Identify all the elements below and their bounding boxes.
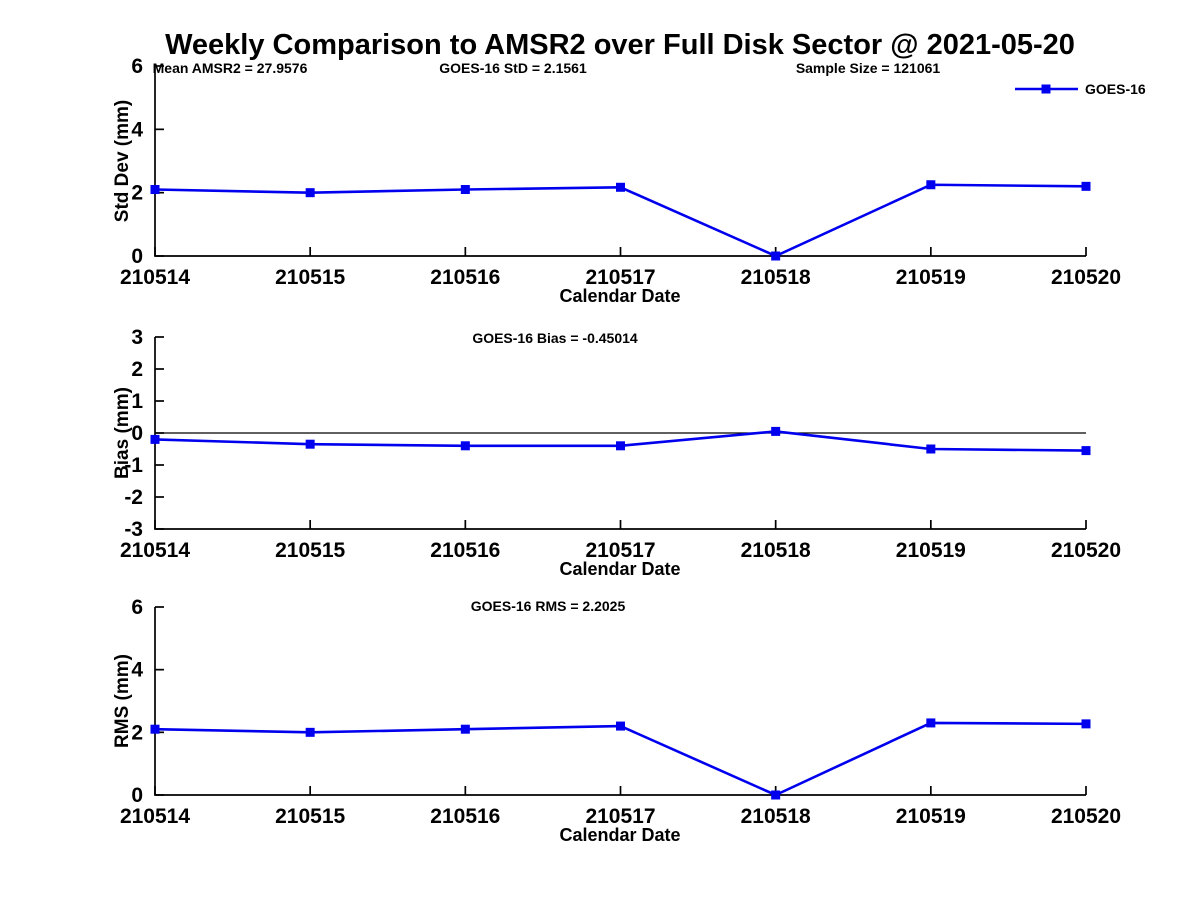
x-tick-label: 210516 [430, 539, 500, 562]
y-tick-label: 0 [131, 422, 143, 445]
x-tick-label: 210515 [275, 805, 345, 828]
data-point-marker [771, 251, 781, 261]
x-tick-label: 210515 [275, 539, 345, 562]
rms-plot-area: 0 2 4 6 210514 210515 210516 210517 210518 210519… [120, 596, 1121, 828]
x-tick-label: 210517 [585, 805, 655, 828]
data-point-marker [1081, 446, 1091, 456]
data-point-marker [305, 439, 315, 449]
y-tick-label: 3 [131, 326, 143, 349]
data-point-marker [150, 185, 160, 194]
rms-x-axis-label: Calendar Date [559, 825, 680, 845]
x-tick-label: 210520 [1051, 539, 1121, 562]
x-tick-label: 210517 [585, 539, 655, 562]
y-tick-label: -2 [124, 486, 143, 509]
axes [154, 607, 1086, 796]
annotation-mean-amsr2: Mean AMSR2 = 27.9576 [153, 60, 308, 76]
y-tick-label: 2 [131, 182, 143, 205]
annotation-goes-std: GOES-16 StD = 2.1561 [439, 60, 587, 76]
data-point-marker [771, 426, 781, 436]
x-tick-label: 210518 [741, 539, 811, 562]
y-tick-label: 4 [131, 118, 143, 141]
x-tick-label: 210516 [430, 266, 500, 289]
rms-plot: GOES-16 RMS = 2.2025 0 2 4 6 210514 210515 210… [112, 596, 1121, 845]
data-point-marker [460, 441, 470, 451]
data-point-marker [771, 790, 781, 800]
x-tick-label: 210519 [896, 539, 966, 562]
series-line [154, 183, 1087, 258]
annotation-goes-bias: GOES-16 Bias = -0.45014 [472, 330, 638, 346]
data-point-marker [460, 185, 470, 194]
x-tick-label: 210519 [896, 805, 966, 828]
bias-plot: GOES-16 Bias = -0.45014 3 2 1 0 -1 -2 -3210514… [112, 326, 1121, 579]
data-point-marker [926, 444, 936, 454]
annotation-sample-size: Sample Size = 121061 [796, 60, 941, 76]
data-point-marker [616, 441, 625, 451]
x-tick-label: 210518 [741, 266, 811, 289]
x-tick-label: 210520 [1051, 266, 1121, 289]
x-tick-label: 210518 [741, 805, 811, 828]
y-tick-label: 6 [131, 55, 143, 78]
series-line [154, 721, 1087, 797]
rms-y-axis-label: RMS (mm) [112, 654, 133, 748]
y-tick-label: 6 [131, 596, 143, 619]
legend: GOES-16 [1015, 81, 1146, 97]
y-tick-label: -1 [124, 454, 143, 477]
x-tick-label: 210514 [120, 266, 190, 289]
x-tick-label: 210514 [120, 805, 190, 828]
stddev-plot: 0 2 4 6 210514 210515 210516 210517 210518 210519… [112, 55, 1121, 306]
data-point-marker [926, 718, 936, 728]
bias-x-axis-label: Calendar Date [559, 559, 680, 579]
y-tick-label: 1 [131, 390, 143, 413]
annotation-goes-rms: GOES-16 RMS = 2.2025 [471, 598, 626, 614]
y-tick-label: -3 [124, 518, 143, 541]
stddev-x-axis-label: Calendar Date [559, 286, 680, 306]
data-point-marker [305, 188, 315, 198]
stddev-plot-area: 0 2 4 6 210514 210515 210516 210517 210518 210519… [120, 55, 1121, 289]
axes [154, 66, 1086, 257]
x-tick-label: 210520 [1051, 805, 1121, 828]
data-point-marker [1081, 181, 1091, 191]
x-tick-label: 210516 [430, 805, 500, 828]
y-tick-label: 2 [131, 358, 143, 381]
legend-marker [1041, 84, 1051, 94]
x-tick-label: 210514 [120, 539, 190, 562]
data-point-marker [1081, 719, 1091, 729]
y-tick-label: 0 [131, 245, 143, 268]
data-point-marker [616, 182, 625, 192]
data-point-marker [460, 724, 470, 734]
legend-label: GOES-16 [1085, 81, 1146, 97]
y-tick-label: 0 [131, 784, 143, 807]
x-tick-label: 210515 [275, 266, 345, 289]
x-tick-label: 210519 [896, 266, 966, 289]
y-tick-label: 2 [131, 721, 143, 744]
stddev-y-axis-label: Std Dev (mm) [112, 100, 133, 222]
data-point-marker [150, 724, 160, 734]
bias-y-axis-label: Bias (mm) [112, 387, 133, 479]
chart-title: Weekly Comparison to AMSR2 over Full Dis… [165, 29, 1075, 61]
y-tick-label: 4 [131, 659, 143, 682]
data-point-marker [150, 434, 160, 444]
data-point-marker [926, 180, 936, 190]
x-tick-label: 210517 [585, 266, 655, 289]
data-point-marker [305, 727, 315, 737]
data-point-marker [616, 721, 625, 731]
